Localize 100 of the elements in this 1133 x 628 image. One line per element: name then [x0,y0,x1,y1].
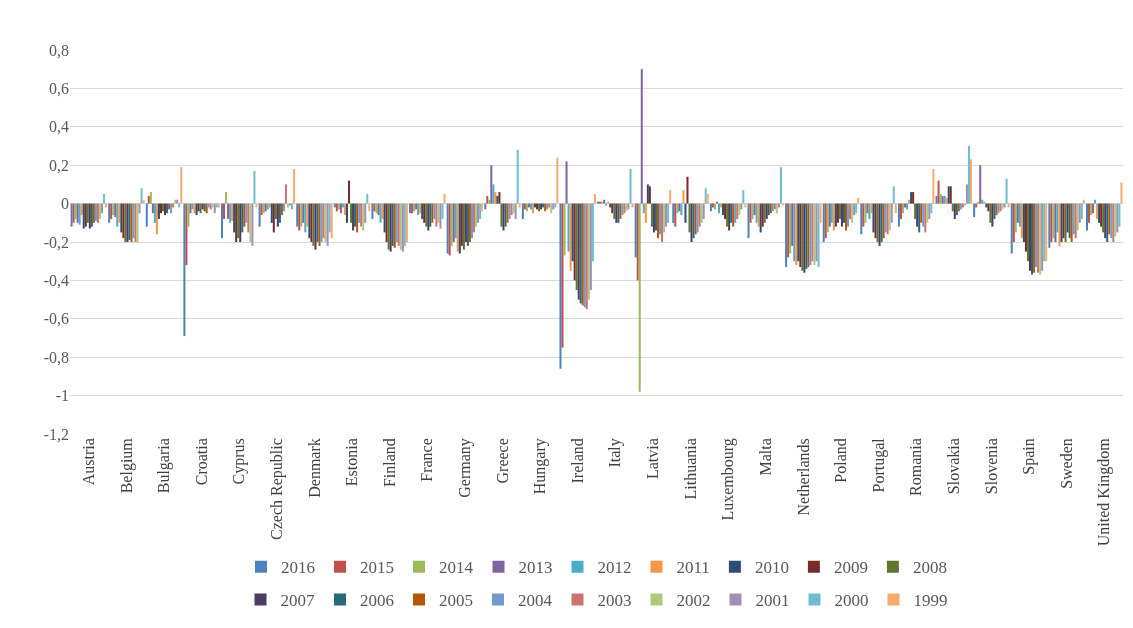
bar [644,203,647,223]
bar [587,203,590,300]
bar [832,203,835,231]
x-tick-label: Croatia [192,438,210,486]
legend-label: 2001 [755,591,790,611]
bar [656,203,659,239]
bar [1066,203,1069,233]
bar [302,203,305,223]
bar [1085,203,1088,231]
bar [118,203,121,223]
bar [629,169,632,204]
bar [439,203,442,229]
legend-label: 2016 [281,558,315,578]
legend-label: 2014 [439,558,474,578]
x-tick-label: France [418,438,436,482]
bar [836,203,839,223]
x-tick-label: Greece [493,438,511,484]
bar [187,203,190,227]
bar [1035,203,1038,267]
bar [589,203,592,290]
bar [366,194,369,204]
bar [1018,203,1021,227]
bar [922,203,925,227]
bar [358,203,361,223]
bar [427,203,430,231]
y-tick-label: 0,8 [49,41,69,59]
bar [472,203,476,233]
bar [425,203,428,227]
bar [343,203,346,216]
bar [1016,203,1019,223]
bar [220,203,224,239]
bar [1074,203,1077,239]
x-tick-label: Luxembourg [719,438,738,521]
bar [304,203,307,233]
bar [80,203,83,216]
bar [1096,203,1099,219]
bar [563,203,566,256]
bar [278,203,281,223]
bar [488,199,491,204]
bar [674,203,677,227]
bar [817,203,820,267]
bar [189,203,192,214]
bar [700,203,703,223]
bar [379,203,382,223]
bar [640,69,643,204]
bar [565,161,568,204]
bar [280,203,283,216]
x-tick-label: Belgium [117,437,136,494]
bar [916,203,919,227]
bar [1114,203,1117,237]
bar [155,203,158,235]
bar [371,203,374,219]
bar [965,184,968,204]
bar [318,203,321,246]
bar [486,195,489,204]
bar [686,176,689,204]
bar [460,203,463,246]
bar [502,203,505,231]
bar [684,203,687,223]
x-tick-label: Bulgaria [155,438,174,494]
bar [223,203,226,219]
bar [787,203,790,258]
legend-label: 2012 [597,558,632,578]
bar [892,186,895,204]
bar [667,203,670,223]
bar [688,203,691,233]
bar [183,203,186,337]
bar [1082,199,1085,204]
bar [851,203,854,223]
bar [742,190,745,204]
legend-label: 2009 [833,558,868,578]
x-tick-label: Hungary [531,438,550,495]
bar [383,203,386,233]
bar [868,203,871,219]
bar [1116,203,1119,233]
bar [405,203,408,242]
legend-label: 2002 [676,591,711,611]
bar [479,203,482,219]
bar [849,203,852,219]
bar [918,203,921,233]
bar [979,165,982,204]
bar [138,203,141,214]
bar [284,184,287,204]
x-tick-label: Finland [380,438,398,488]
bar [381,203,384,219]
bar [726,203,729,227]
bar [759,203,762,233]
bar [153,203,156,223]
bar [490,165,493,204]
bar [890,203,893,223]
bar [1056,203,1059,233]
bar [642,203,645,214]
y-tick-label: -0,2 [43,233,69,251]
bar [180,167,183,204]
bar [1026,203,1029,262]
bar [559,203,562,369]
legend-label: 2005 [439,591,473,611]
bar [872,203,875,233]
bar [433,203,436,219]
bar [842,203,845,223]
